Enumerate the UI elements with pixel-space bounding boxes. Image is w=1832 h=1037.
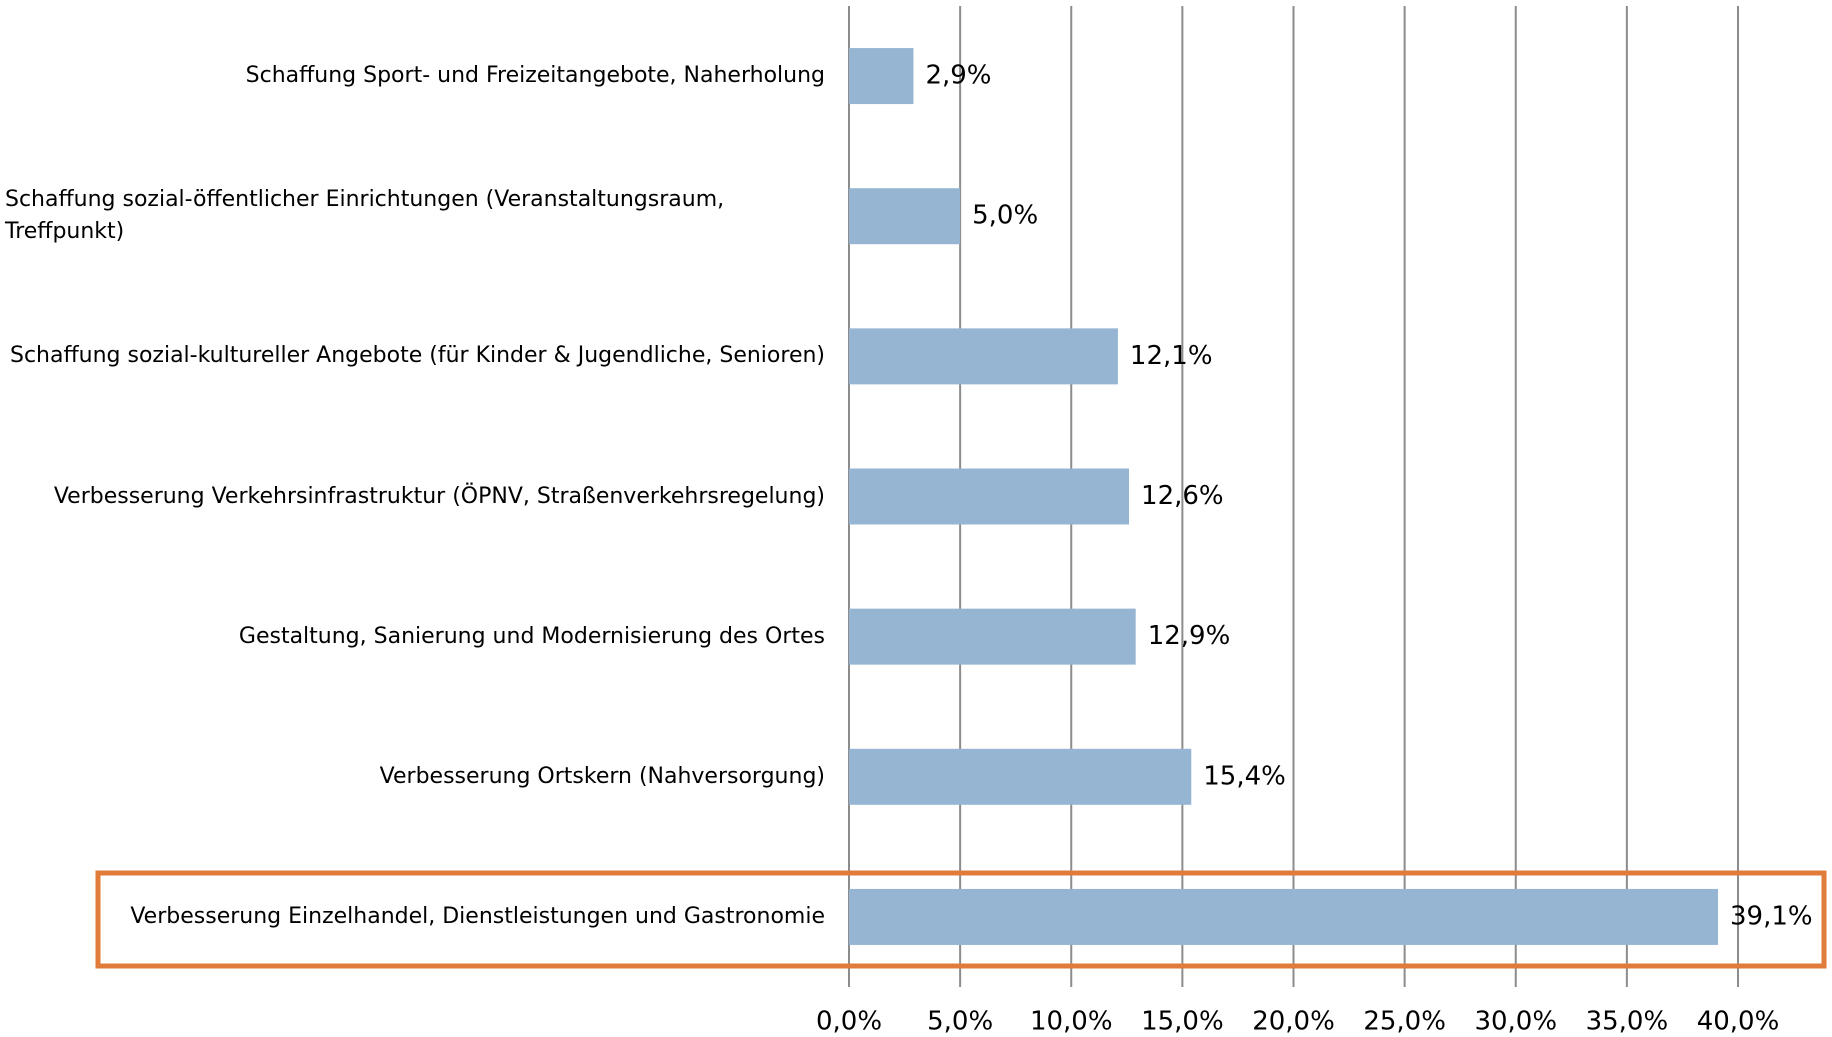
bar: [849, 608, 1136, 665]
y-tick-label-box: Verbesserung Einzelhandel, Dienstleistun…: [0, 877, 825, 957]
value-label: 12,6%: [1141, 481, 1224, 511]
y-tick-label: Verbesserung Einzelhandel, Dienstleistun…: [130, 903, 825, 929]
y-tick-label: Verbesserung Ortskern (Nahversorgung): [379, 763, 825, 789]
value-label: 2,9%: [925, 61, 991, 91]
y-tick-label-box: Schaffung Sport- und Freizeitangebote, N…: [0, 36, 825, 116]
value-label: 15,4%: [1203, 761, 1286, 791]
value-label: 12,9%: [1148, 621, 1231, 651]
y-tick-label: Schaffung Sport- und Freizeitangebote, N…: [245, 63, 825, 89]
y-tick-label-box: Verbesserung Ortskern (Nahversorgung): [0, 737, 825, 817]
y-tick-label-box: Gestaltung, Sanierung und Modernisierung…: [0, 597, 825, 677]
y-tick-label-box: Schaffung sozial-kultureller Angebote (f…: [0, 316, 825, 396]
y-tick-label: Schaffung sozial-kultureller Angebote (f…: [10, 343, 825, 369]
value-label: 12,1%: [1130, 341, 1213, 371]
x-tick-label: 20,0%: [1252, 1007, 1335, 1037]
highlight-box: [95, 870, 1827, 969]
y-tick-label: Gestaltung, Sanierung und Modernisierung…: [238, 623, 825, 649]
x-tick-label: 25,0%: [1363, 1007, 1446, 1037]
y-tick-label: Verbesserung Verkehrsinfrastruktur (ÖPNV…: [53, 483, 825, 509]
x-tick-label: 40,0%: [1697, 1007, 1780, 1037]
x-tick-label: 35,0%: [1586, 1007, 1669, 1037]
value-label: 39,1%: [1730, 901, 1813, 931]
y-tick-label-box: Schaffung sozial-öffentlicher Einrichtun…: [0, 176, 825, 256]
x-tick-label: 5,0%: [927, 1007, 993, 1037]
y-tick-label-box: Verbesserung Verkehrsinfrastruktur (ÖPNV…: [0, 457, 825, 537]
x-tick-label: 10,0%: [1030, 1007, 1113, 1037]
x-tick-label: 15,0%: [1141, 1007, 1224, 1037]
bar: [849, 48, 914, 105]
bar: [849, 468, 1130, 525]
bar: [849, 888, 1718, 945]
bar: [849, 188, 961, 245]
value-label: 5,0%: [972, 201, 1038, 231]
bar: [849, 748, 1192, 805]
x-tick-label: 30,0%: [1474, 1007, 1557, 1037]
x-tick-label: 0,0%: [816, 1007, 882, 1037]
y-tick-label: Schaffung sozial-öffentlicher Einrichtun…: [5, 187, 725, 245]
bar: [849, 328, 1118, 385]
